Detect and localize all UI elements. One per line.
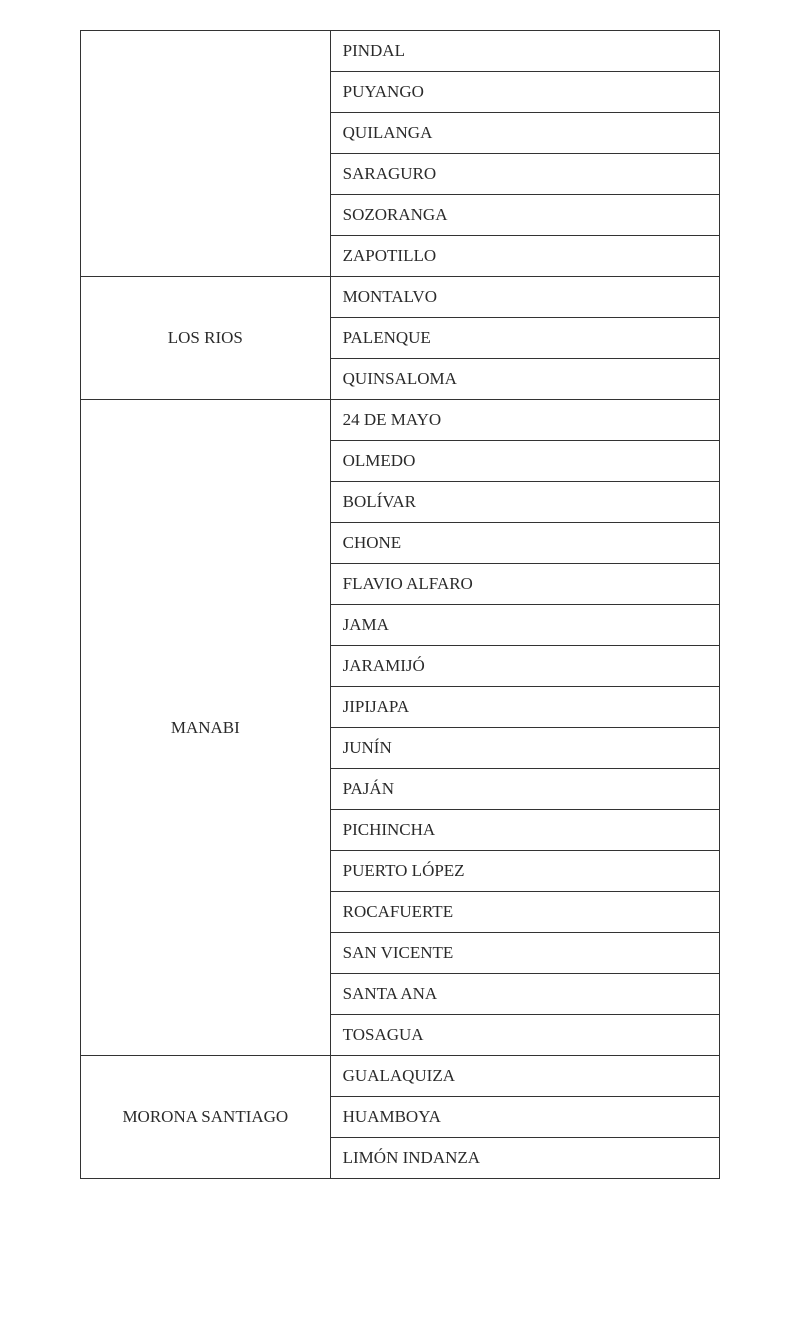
canton-cell: PICHINCHA <box>330 810 719 851</box>
canton-cell: QUINSALOMA <box>330 359 719 400</box>
table-row: PINDAL <box>81 31 720 72</box>
canton-cell: PUYANGO <box>330 72 719 113</box>
canton-cell: JAMA <box>330 605 719 646</box>
provinces-cantons-table: PINDALPUYANGOQUILANGASARAGUROSOZORANGAZA… <box>80 30 720 1179</box>
table-row: LOS RIOSMONTALVO <box>81 277 720 318</box>
canton-cell: OLMEDO <box>330 441 719 482</box>
canton-cell: SOZORANGA <box>330 195 719 236</box>
canton-cell: GUALAQUIZA <box>330 1056 719 1097</box>
canton-cell: 24 DE MAYO <box>330 400 719 441</box>
province-cell: MANABI <box>81 400 331 1056</box>
canton-cell: PINDAL <box>330 31 719 72</box>
table-row: MANABI24 DE MAYO <box>81 400 720 441</box>
canton-cell: ZAPOTILLO <box>330 236 719 277</box>
canton-cell: QUILANGA <box>330 113 719 154</box>
table-row: MORONA SANTIAGOGUALAQUIZA <box>81 1056 720 1097</box>
province-cell <box>81 31 331 277</box>
province-cell: MORONA SANTIAGO <box>81 1056 331 1179</box>
canton-cell: JARAMIJÓ <box>330 646 719 687</box>
canton-cell: JIPIJAPA <box>330 687 719 728</box>
canton-cell: ROCAFUERTE <box>330 892 719 933</box>
canton-cell: PALENQUE <box>330 318 719 359</box>
canton-cell: FLAVIO ALFARO <box>330 564 719 605</box>
canton-cell: JUNÍN <box>330 728 719 769</box>
canton-cell: TOSAGUA <box>330 1015 719 1056</box>
canton-cell: SAN VICENTE <box>330 933 719 974</box>
canton-cell: MONTALVO <box>330 277 719 318</box>
province-cell: LOS RIOS <box>81 277 331 400</box>
canton-cell: HUAMBOYA <box>330 1097 719 1138</box>
table-body: PINDALPUYANGOQUILANGASARAGUROSOZORANGAZA… <box>81 31 720 1179</box>
canton-cell: CHONE <box>330 523 719 564</box>
canton-cell: SARAGURO <box>330 154 719 195</box>
canton-cell: LIMÓN INDANZA <box>330 1138 719 1179</box>
canton-cell: PAJÁN <box>330 769 719 810</box>
canton-cell: BOLÍVAR <box>330 482 719 523</box>
canton-cell: PUERTO LÓPEZ <box>330 851 719 892</box>
canton-cell: SANTA ANA <box>330 974 719 1015</box>
